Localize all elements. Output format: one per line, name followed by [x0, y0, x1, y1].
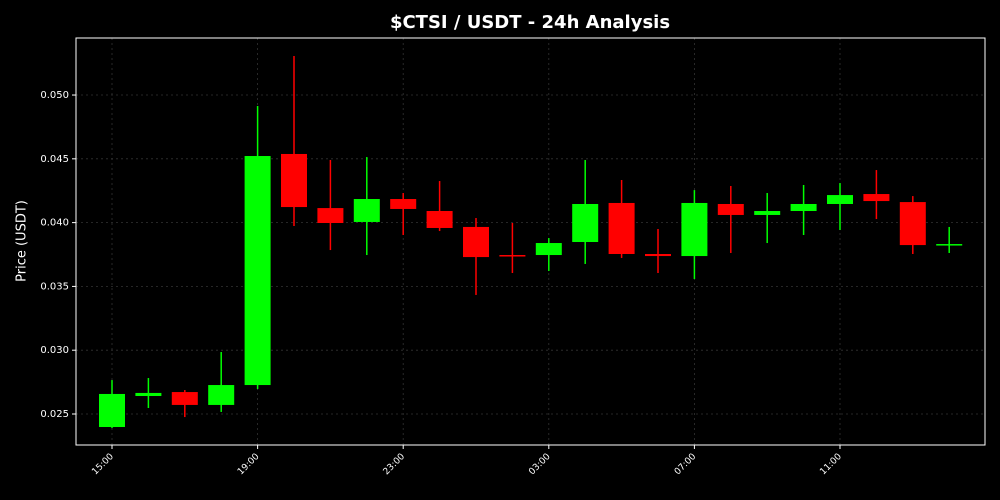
candle-body: [936, 244, 963, 246]
candle-body: [135, 392, 162, 397]
candle-body: [717, 203, 744, 215]
y-tick-label: 0.050: [40, 90, 69, 101]
y-tick-label: 0.045: [40, 154, 69, 165]
y-axis-label: Price (USDT): [15, 200, 30, 282]
candle-body: [171, 392, 198, 405]
candle-body: [390, 199, 417, 209]
candle-body: [353, 199, 380, 222]
candle-body: [790, 203, 817, 212]
plot-frame: [75, 37, 986, 446]
candle-body: [681, 202, 708, 257]
candle-body: [863, 194, 890, 202]
candle-body: [281, 153, 307, 208]
candle-body: [317, 208, 344, 223]
candle-body: [463, 226, 489, 258]
candle-body: [99, 393, 125, 428]
candle-body: [499, 255, 526, 257]
chart-title: $CTSI / USDT - 24h Analysis: [390, 12, 670, 33]
candle-body: [899, 202, 926, 246]
candle-body: [608, 202, 635, 255]
y-tick-label: 0.025: [40, 409, 69, 420]
y-tick-label: 0.030: [40, 345, 69, 356]
y-tick-label: 0.040: [40, 218, 69, 229]
candle-body: [572, 203, 599, 243]
candle-body: [208, 385, 235, 405]
candle-body: [244, 156, 271, 386]
candle-body: [535, 243, 562, 256]
candle-body: [754, 211, 781, 215]
y-tick-label: 0.035: [40, 281, 69, 292]
candle-body: [645, 254, 671, 257]
candle-body: [827, 195, 853, 204]
candle-body: [426, 211, 453, 228]
